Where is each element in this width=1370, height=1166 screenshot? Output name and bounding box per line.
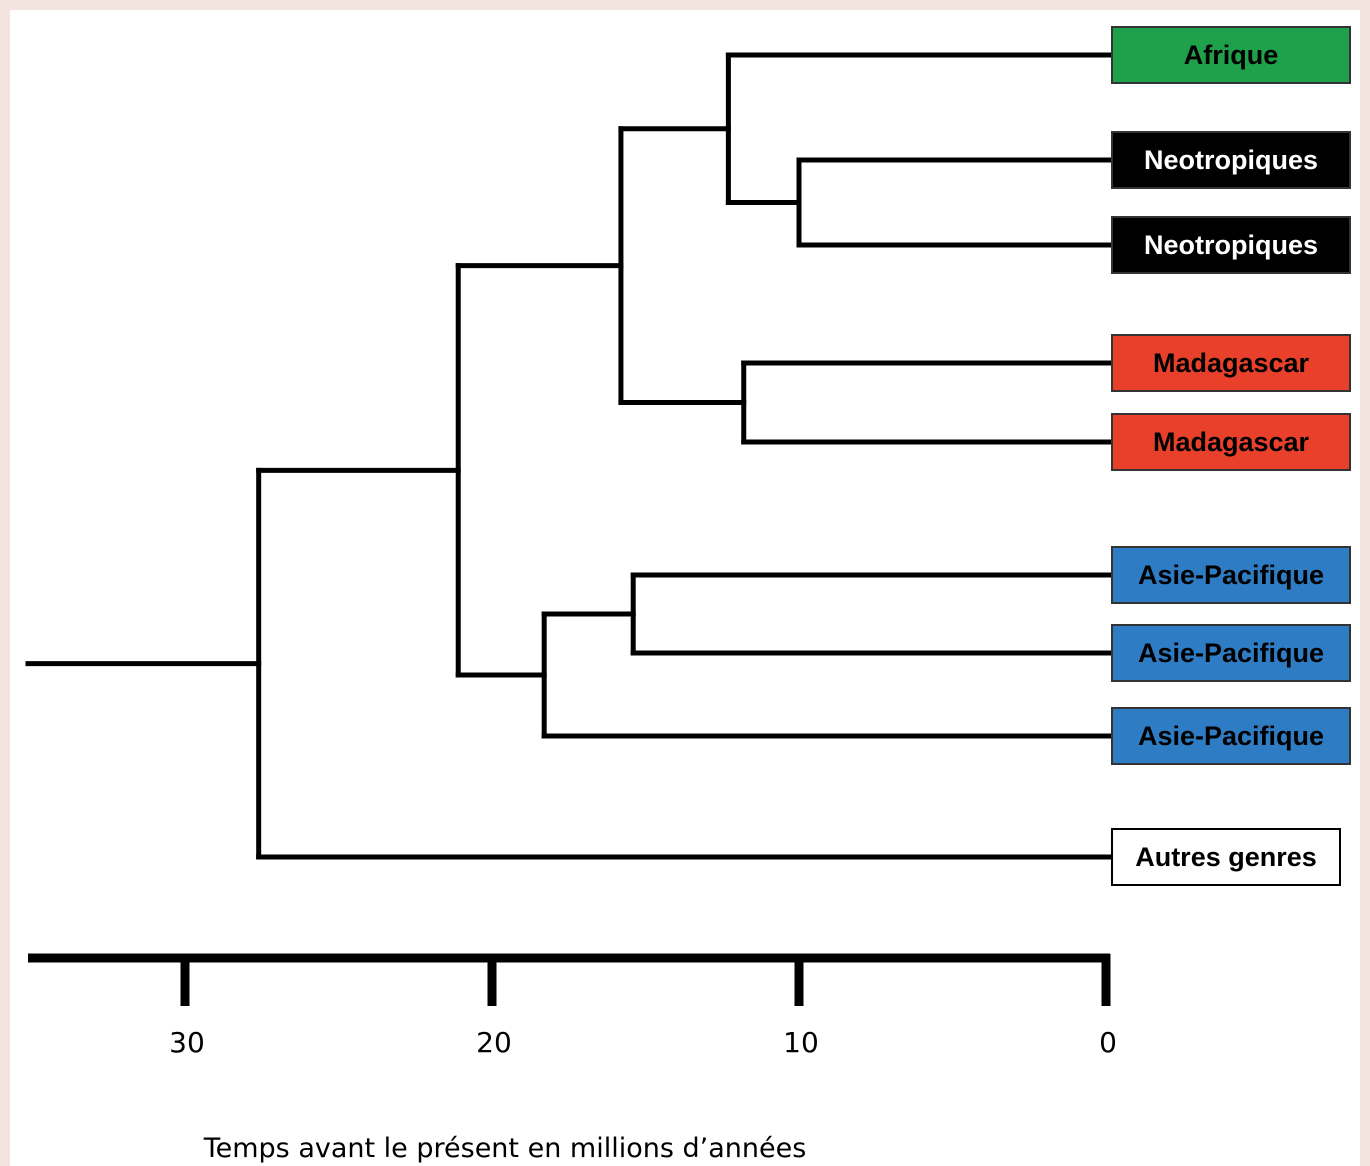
axis-tick-label: 20 xyxy=(476,1026,512,1059)
tip-autres-genres: Autres genres xyxy=(1111,828,1341,886)
tip-box xyxy=(1111,26,1351,84)
tip-asie-pacifique: Asie-Pacifique xyxy=(1111,546,1351,604)
time-axis-title: Temps avant le présent en millions d’ann… xyxy=(203,1133,807,1164)
phylogeny-figure: Afrique Neotropiques Neotropiques Madagasca… xyxy=(10,10,1360,1166)
tip-label: Asie-Pacifique xyxy=(1138,721,1324,751)
axis-tick-label: 30 xyxy=(169,1026,205,1059)
phylogenetic-tree: Afrique Neotropiques Neotropiques Madagasca… xyxy=(25,26,1351,1164)
axis-tick-label: 0 xyxy=(1099,1026,1117,1059)
tip-afrique: Afrique xyxy=(1111,26,1351,84)
tip-neotropiques: Neotropiques xyxy=(1111,131,1351,189)
tip-labels: Afrique Neotropiques Neotropiques Madagasca… xyxy=(1111,26,1351,886)
tip-box xyxy=(1111,707,1351,765)
tip-label: Afrique xyxy=(1184,40,1279,70)
tip-box xyxy=(1111,624,1351,682)
tip-neotropiques: Neotropiques xyxy=(1111,216,1351,274)
tip-label: Neotropiques xyxy=(1144,230,1318,260)
tip-madagascar: Madagascar xyxy=(1111,413,1351,471)
tip-box xyxy=(1111,546,1351,604)
tip-label: Madagascar xyxy=(1153,348,1310,378)
tree-branches xyxy=(25,52,1115,860)
tip-asie-pacifique: Asie-Pacifique xyxy=(1111,624,1351,682)
tip-label: Autres genres xyxy=(1135,842,1317,872)
tip-label: Madagascar xyxy=(1153,427,1310,457)
time-axis: 30 20 10 0 Temps avant le présent en millio… xyxy=(28,953,1117,1164)
tip-box xyxy=(1111,334,1351,392)
tip-box xyxy=(1111,413,1351,471)
axis-tick-label: 10 xyxy=(783,1026,819,1059)
tip-box xyxy=(1111,216,1351,274)
tip-madagascar: Madagascar xyxy=(1111,334,1351,392)
tip-label: Asie-Pacifique xyxy=(1138,638,1324,668)
tip-label: Neotropiques xyxy=(1144,145,1318,175)
tip-asie-pacifique: Asie-Pacifique xyxy=(1111,707,1351,765)
tip-box xyxy=(1111,131,1351,189)
tip-label: Asie-Pacifique xyxy=(1138,560,1324,590)
tip-box xyxy=(1111,828,1341,886)
